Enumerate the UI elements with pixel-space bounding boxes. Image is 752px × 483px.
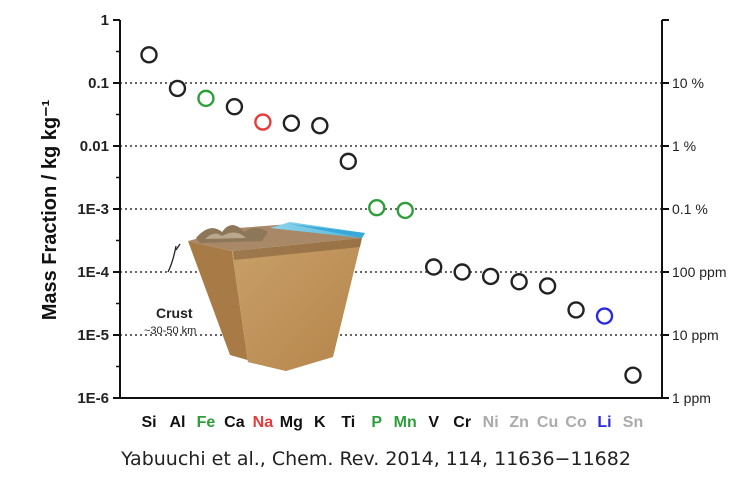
category-label-al: Al [169, 414, 185, 431]
y-tick-label: 1E-3 [77, 201, 109, 218]
data-points [140, 46, 642, 384]
category-label-v: V [428, 414, 439, 431]
data-point-cu [538, 277, 557, 295]
category-label-fe: Fe [197, 414, 216, 431]
category-labels: Si Al Fe Ca Na Mg K Ti P Mn V Cr Ni Zn Cu Co Li Sn [141, 414, 643, 431]
y-tick-label: 0.01 [80, 138, 109, 155]
category-label-co: Co [565, 414, 587, 431]
data-point-zn [510, 273, 528, 291]
y-tick-label: 1E-5 [77, 327, 109, 344]
data-point-li [595, 307, 614, 325]
y2-tick-label: 10 % [672, 75, 704, 91]
category-label-li: Li [597, 414, 611, 431]
y2-tick-label: 100 ppm [672, 264, 726, 280]
data-point-na [254, 113, 272, 131]
y2-tick-label: 10 ppm [672, 327, 719, 343]
y-tick-label: 1E-6 [77, 390, 109, 407]
gridlines: 1 0.1 0.01 1E-3 1E-4 1E-5 1E-6 10 % 1 % 0.1 % 100 … [77, 12, 726, 407]
category-label-k: K [314, 414, 326, 431]
y-axis-title: Mass Fraction / kg kg⁻¹ [39, 99, 61, 320]
data-point-mg [282, 114, 301, 132]
category-label-ti: Ti [341, 414, 355, 431]
data-point-ca [225, 98, 244, 116]
data-point-ti [339, 152, 357, 171]
data-point-sn [624, 366, 642, 384]
data-point-fe [197, 89, 215, 108]
category-label-na: Na [253, 414, 274, 431]
data-point-v [425, 258, 443, 276]
category-label-ni: Ni [483, 414, 499, 431]
data-point-mn [396, 201, 414, 220]
data-point-p [368, 198, 386, 217]
crust-label: Crust [156, 305, 193, 321]
y2-tick-label: 1 % [672, 138, 696, 154]
category-label-si: Si [141, 414, 156, 431]
category-label-zn: Zn [509, 414, 529, 431]
y2-tick-label: 0.1 % [672, 201, 708, 217]
category-label-sn: Sn [623, 414, 643, 431]
y-tick-label: 0.1 [88, 75, 109, 92]
category-label-mn: Mn [394, 414, 417, 431]
data-point-co [567, 301, 585, 319]
category-label-p: P [371, 414, 382, 431]
data-point-al [168, 79, 187, 98]
category-label-ca: Ca [224, 414, 245, 431]
crust-illustration: Crust ~30-50 km [144, 222, 365, 371]
category-label-cr: Cr [453, 414, 471, 431]
category-label-mg: Mg [280, 414, 303, 431]
data-point-si [140, 46, 158, 64]
category-label-cu: Cu [537, 414, 558, 431]
data-point-k [311, 117, 329, 135]
chart: Mass Fraction / kg kg⁻¹ 1 0.1 0.01 1E-3 1E-4… [39, 12, 726, 431]
data-point-ni [481, 267, 500, 286]
y-tick-label: 1E-4 [77, 264, 109, 281]
data-point-cr [453, 263, 471, 281]
y-tick-label: 1 [101, 12, 109, 29]
citation: Yabuuchi et al., Chem. Rev. 2014, 114, 1… [121, 448, 631, 470]
crust-depth-label: ~30-50 km [144, 325, 196, 337]
y2-tick-label: 1 ppm [672, 390, 711, 406]
